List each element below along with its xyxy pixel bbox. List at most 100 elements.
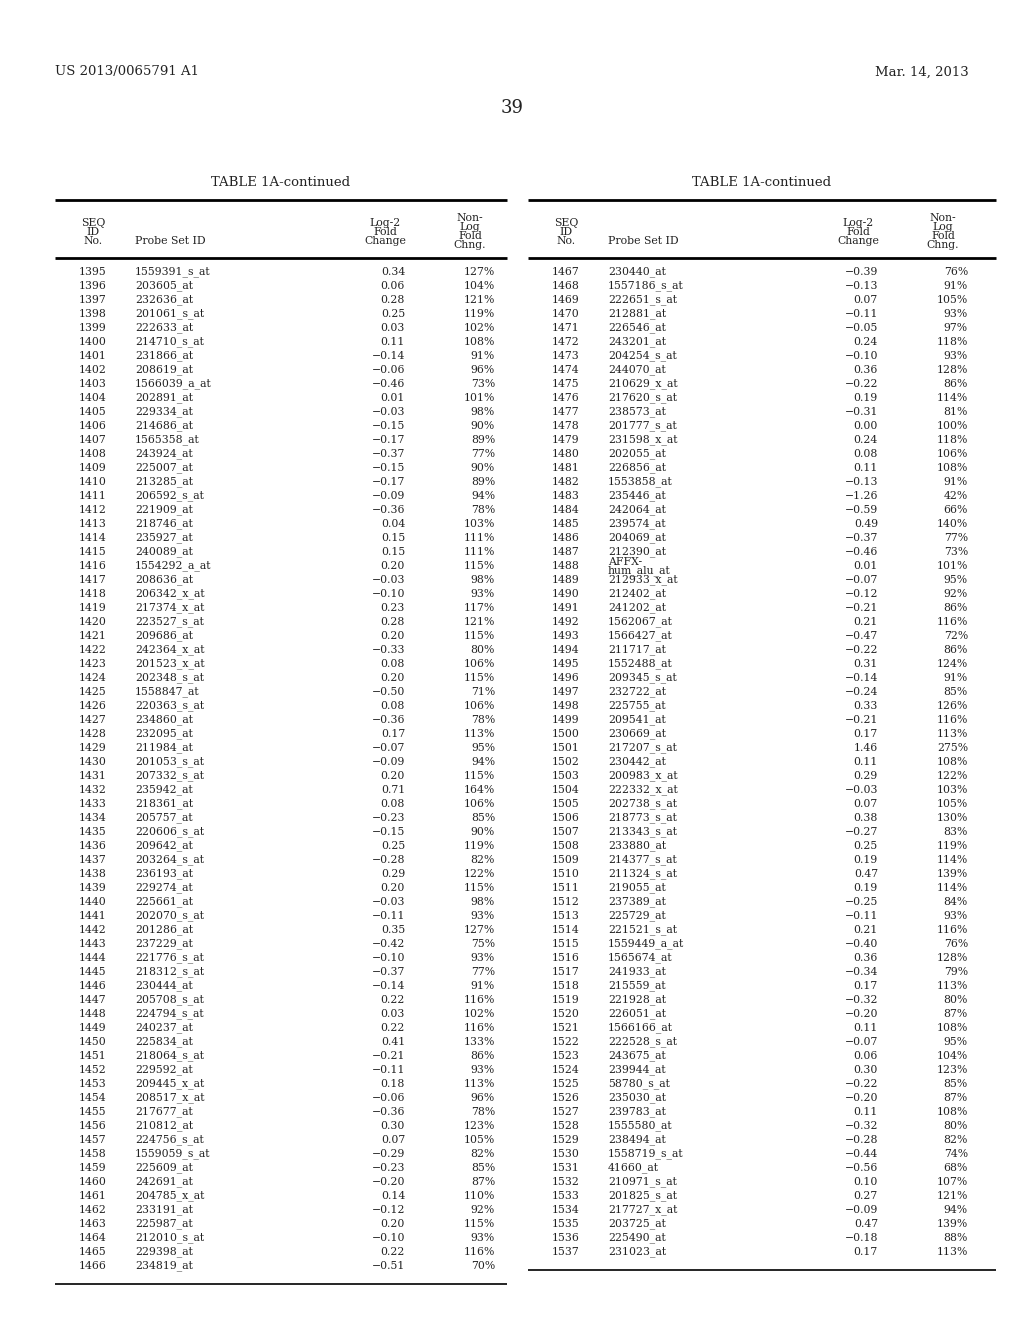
Text: 72%: 72% xyxy=(944,631,968,642)
Text: 164%: 164% xyxy=(464,785,495,795)
Text: 225755_at: 225755_at xyxy=(608,701,666,711)
Text: 235030_at: 235030_at xyxy=(608,1093,666,1104)
Text: 115%: 115% xyxy=(464,883,495,894)
Text: 115%: 115% xyxy=(464,673,495,682)
Text: 204069_at: 204069_at xyxy=(608,533,666,544)
Text: 139%: 139% xyxy=(937,869,968,879)
Text: 1430: 1430 xyxy=(79,756,106,767)
Text: 1421: 1421 xyxy=(79,631,106,642)
Text: No.: No. xyxy=(83,236,102,246)
Text: 1417: 1417 xyxy=(79,576,106,585)
Text: 0.01: 0.01 xyxy=(854,561,878,572)
Text: 1487: 1487 xyxy=(552,546,580,557)
Text: 1408: 1408 xyxy=(79,449,106,459)
Text: US 2013/0065791 A1: US 2013/0065791 A1 xyxy=(55,66,199,78)
Text: 0.31: 0.31 xyxy=(854,659,878,669)
Text: 1434: 1434 xyxy=(79,813,106,822)
Text: 211717_at: 211717_at xyxy=(608,644,666,655)
Text: 1495: 1495 xyxy=(552,659,580,669)
Text: 209345_s_at: 209345_s_at xyxy=(608,673,677,684)
Text: −0.09: −0.09 xyxy=(372,756,406,767)
Text: 224794_s_at: 224794_s_at xyxy=(135,1008,204,1019)
Text: −0.06: −0.06 xyxy=(372,1093,406,1104)
Text: −0.23: −0.23 xyxy=(372,1163,406,1173)
Text: 1486: 1486 xyxy=(552,533,580,543)
Text: 104%: 104% xyxy=(464,281,495,290)
Text: 0.22: 0.22 xyxy=(381,995,406,1005)
Text: 225609_at: 225609_at xyxy=(135,1163,193,1173)
Text: 1441: 1441 xyxy=(79,911,106,921)
Text: 200983_x_at: 200983_x_at xyxy=(608,771,678,781)
Text: 1517: 1517 xyxy=(552,968,580,977)
Text: 41660_at: 41660_at xyxy=(608,1163,659,1173)
Text: 231866_at: 231866_at xyxy=(135,351,194,362)
Text: 1415: 1415 xyxy=(79,546,106,557)
Text: 1509: 1509 xyxy=(552,855,580,865)
Text: 232722_at: 232722_at xyxy=(608,686,666,697)
Text: 226856_at: 226856_at xyxy=(608,462,666,474)
Text: −0.29: −0.29 xyxy=(372,1148,406,1159)
Text: 86%: 86% xyxy=(471,1051,495,1061)
Text: hum_alu_at: hum_alu_at xyxy=(608,566,671,577)
Text: −0.10: −0.10 xyxy=(845,351,878,360)
Text: 0.28: 0.28 xyxy=(381,616,406,627)
Text: 238494_at: 238494_at xyxy=(608,1135,666,1146)
Text: 80%: 80% xyxy=(944,1121,968,1131)
Text: 102%: 102% xyxy=(464,1008,495,1019)
Text: 242691_at: 242691_at xyxy=(135,1176,193,1188)
Text: 209686_at: 209686_at xyxy=(135,631,193,642)
Text: 239944_at: 239944_at xyxy=(608,1065,666,1076)
Text: 208636_at: 208636_at xyxy=(135,574,194,585)
Text: 205708_s_at: 205708_s_at xyxy=(135,995,204,1006)
Text: 239783_at: 239783_at xyxy=(608,1106,666,1117)
Text: 0.00: 0.00 xyxy=(854,421,878,432)
Text: 68%: 68% xyxy=(944,1163,968,1173)
Text: 1562067_at: 1562067_at xyxy=(608,616,673,627)
Text: −0.23: −0.23 xyxy=(372,813,406,822)
Text: 225661_at: 225661_at xyxy=(135,896,193,907)
Text: 1444: 1444 xyxy=(79,953,106,964)
Text: 218773_s_at: 218773_s_at xyxy=(608,813,677,824)
Text: 106%: 106% xyxy=(464,701,495,711)
Text: 230440_at: 230440_at xyxy=(608,267,666,277)
Text: 212402_at: 212402_at xyxy=(608,589,666,599)
Text: 1528: 1528 xyxy=(552,1121,580,1131)
Text: −0.22: −0.22 xyxy=(845,379,878,389)
Text: 201777_s_at: 201777_s_at xyxy=(608,421,677,432)
Text: 215559_at: 215559_at xyxy=(608,981,666,991)
Text: 1559059_s_at: 1559059_s_at xyxy=(135,1148,211,1159)
Text: 1399: 1399 xyxy=(79,323,106,333)
Text: 90%: 90% xyxy=(471,421,495,432)
Text: 1482: 1482 xyxy=(552,477,580,487)
Text: 114%: 114% xyxy=(937,393,968,403)
Text: 93%: 93% xyxy=(471,1065,495,1074)
Text: 126%: 126% xyxy=(937,701,968,711)
Text: 108%: 108% xyxy=(937,1023,968,1034)
Text: −0.15: −0.15 xyxy=(372,463,406,473)
Text: 0.30: 0.30 xyxy=(854,1065,878,1074)
Text: 70%: 70% xyxy=(471,1261,495,1271)
Text: 87%: 87% xyxy=(944,1093,968,1104)
Text: 1506: 1506 xyxy=(552,813,580,822)
Text: −0.36: −0.36 xyxy=(372,1107,406,1117)
Text: 0.14: 0.14 xyxy=(381,1191,406,1201)
Text: 212010_s_at: 212010_s_at xyxy=(135,1233,204,1243)
Text: 71%: 71% xyxy=(471,686,495,697)
Text: 119%: 119% xyxy=(937,841,968,851)
Text: −1.26: −1.26 xyxy=(845,491,878,502)
Text: −0.12: −0.12 xyxy=(845,589,878,599)
Text: 86%: 86% xyxy=(944,603,968,612)
Text: 217727_x_at: 217727_x_at xyxy=(608,1205,677,1216)
Text: 116%: 116% xyxy=(464,1247,495,1257)
Text: 1476: 1476 xyxy=(552,393,580,403)
Text: 240237_at: 240237_at xyxy=(135,1023,193,1034)
Text: −0.18: −0.18 xyxy=(845,1233,878,1243)
Text: 240089_at: 240089_at xyxy=(135,546,193,557)
Text: 211984_at: 211984_at xyxy=(135,743,193,754)
Text: 0.17: 0.17 xyxy=(854,1247,878,1257)
Text: 110%: 110% xyxy=(464,1191,495,1201)
Text: 1499: 1499 xyxy=(552,715,580,725)
Text: 118%: 118% xyxy=(937,436,968,445)
Text: 121%: 121% xyxy=(464,294,495,305)
Text: 225007_at: 225007_at xyxy=(135,462,193,474)
